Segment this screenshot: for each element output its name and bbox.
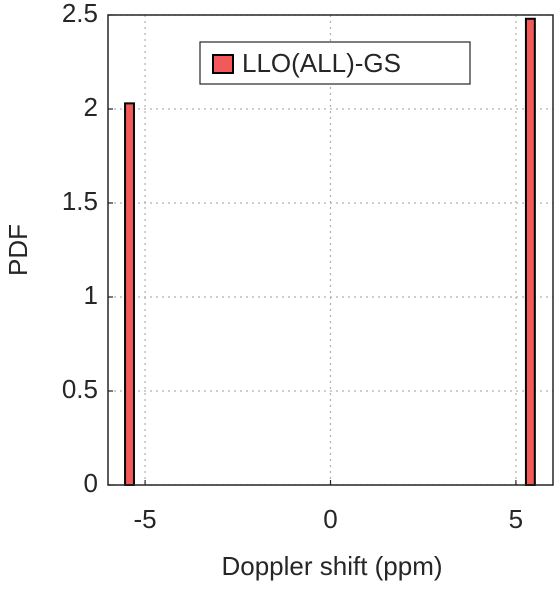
y-tick-label: 2.5 <box>62 0 98 28</box>
bar <box>524 17 536 486</box>
axes-box <box>107 14 554 486</box>
y-tick-label: 0.5 <box>62 374 98 404</box>
y-tick-label: 2 <box>84 92 98 122</box>
x-tick-label: -5 <box>134 504 157 534</box>
y-tick-label: 1 <box>84 280 98 310</box>
y-axis-label: PDF <box>3 224 33 276</box>
y-tick-label: 1.5 <box>62 186 98 216</box>
x-tick-label: 0 <box>323 504 337 534</box>
legend-box <box>199 41 471 85</box>
legend-swatch <box>212 54 234 74</box>
x-tick-label: 5 <box>509 504 523 534</box>
legend-label: LLO(ALL)-GS <box>242 48 401 78</box>
y-tick-label: 0 <box>84 468 98 498</box>
bar <box>124 102 135 487</box>
x-axis-label: Doppler shift (ppm) <box>221 551 442 581</box>
